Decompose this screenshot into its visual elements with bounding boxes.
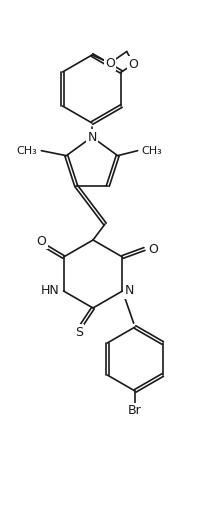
Text: O: O: [105, 56, 115, 70]
Text: Br: Br: [128, 405, 142, 417]
Text: S: S: [75, 325, 83, 338]
Text: N: N: [125, 285, 134, 297]
Text: HN: HN: [41, 285, 60, 297]
Text: CH₃: CH₃: [142, 146, 162, 156]
Text: O: O: [129, 58, 138, 71]
Text: CH₃: CH₃: [17, 146, 37, 156]
Text: N: N: [87, 130, 97, 144]
Text: O: O: [148, 242, 158, 256]
Text: O: O: [37, 235, 47, 247]
